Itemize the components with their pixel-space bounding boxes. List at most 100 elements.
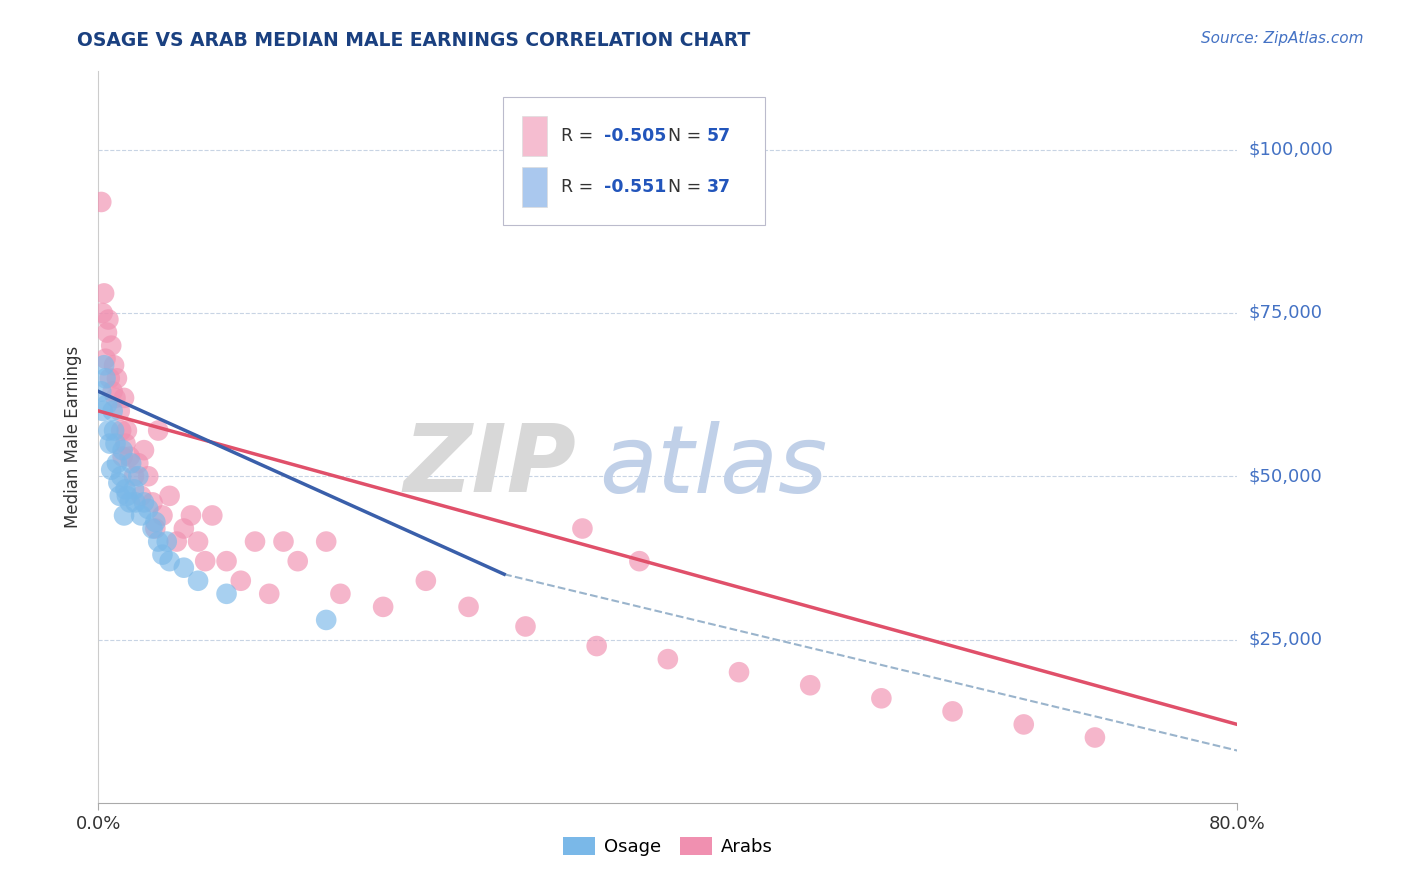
Point	[585, 639, 607, 653]
Point	[141, 495, 163, 509]
Text: R =: R =	[561, 127, 599, 145]
Point	[148, 424, 170, 438]
Point	[103, 424, 125, 438]
Point	[127, 456, 149, 470]
Point	[93, 286, 115, 301]
Point	[103, 358, 125, 372]
Point	[120, 456, 142, 470]
Point	[194, 554, 217, 568]
FancyBboxPatch shape	[503, 97, 765, 225]
Point	[173, 560, 195, 574]
Point	[180, 508, 202, 523]
Text: OSAGE VS ARAB MEDIAN MALE EARNINGS CORRELATION CHART: OSAGE VS ARAB MEDIAN MALE EARNINGS CORRE…	[77, 31, 751, 50]
Point	[112, 508, 135, 523]
Point	[98, 436, 121, 450]
Text: $75,000: $75,000	[1249, 304, 1323, 322]
Point	[127, 469, 149, 483]
Point	[415, 574, 437, 588]
Point	[515, 619, 537, 633]
Point	[1012, 717, 1035, 731]
Point	[122, 469, 145, 483]
Text: N =: N =	[668, 178, 707, 196]
Legend: Osage, Arabs: Osage, Arabs	[555, 830, 780, 863]
Point	[100, 463, 122, 477]
Point	[657, 652, 679, 666]
Point	[122, 483, 145, 497]
Point	[942, 705, 965, 719]
Point	[115, 489, 138, 503]
Point	[91, 306, 114, 320]
Point	[159, 489, 181, 503]
Point	[728, 665, 751, 680]
Point	[108, 489, 131, 503]
Point	[129, 489, 152, 503]
Point	[571, 521, 593, 535]
Point	[90, 384, 112, 399]
Point	[152, 508, 174, 523]
Point	[166, 534, 188, 549]
Point	[114, 483, 136, 497]
Point	[870, 691, 893, 706]
Point	[457, 599, 479, 614]
Point	[93, 358, 115, 372]
Point	[799, 678, 821, 692]
Point	[215, 554, 238, 568]
Point	[115, 424, 138, 438]
Point	[315, 613, 337, 627]
Text: -0.551: -0.551	[599, 178, 666, 196]
Point	[145, 521, 167, 535]
Point	[173, 521, 195, 535]
Point	[124, 495, 146, 509]
Text: N =: N =	[668, 127, 707, 145]
Text: $25,000: $25,000	[1249, 631, 1323, 648]
Point	[100, 338, 122, 352]
Text: $50,000: $50,000	[1249, 467, 1322, 485]
Point	[243, 534, 266, 549]
Point	[152, 548, 174, 562]
Point	[141, 521, 163, 535]
Point	[97, 312, 120, 326]
Text: 37: 37	[707, 178, 731, 196]
Point	[101, 404, 124, 418]
Text: R =: R =	[561, 178, 599, 196]
Point	[329, 587, 352, 601]
Point	[132, 443, 155, 458]
Point	[1084, 731, 1107, 745]
Point	[159, 554, 181, 568]
Point	[104, 436, 127, 450]
Point	[107, 475, 129, 490]
Point	[215, 587, 238, 601]
Point	[287, 554, 309, 568]
Point	[132, 495, 155, 509]
Text: $100,000: $100,000	[1249, 141, 1333, 159]
Text: atlas: atlas	[599, 421, 828, 512]
Point	[273, 534, 295, 549]
FancyBboxPatch shape	[522, 116, 547, 156]
Point	[104, 391, 127, 405]
Point	[96, 326, 118, 340]
Text: -0.505: -0.505	[599, 127, 666, 145]
Point	[112, 391, 135, 405]
Point	[97, 424, 120, 438]
Point	[110, 469, 132, 483]
Point	[145, 515, 167, 529]
Point	[105, 456, 128, 470]
Text: Source: ZipAtlas.com: Source: ZipAtlas.com	[1201, 31, 1364, 46]
Point	[114, 436, 136, 450]
FancyBboxPatch shape	[522, 167, 547, 207]
Point	[111, 443, 134, 458]
Point	[96, 397, 118, 411]
Point	[129, 508, 152, 523]
Point	[156, 534, 179, 549]
Point	[628, 554, 651, 568]
Text: 57: 57	[707, 127, 731, 145]
Y-axis label: Median Male Earnings: Median Male Earnings	[65, 346, 83, 528]
Point	[148, 534, 170, 549]
Point	[373, 599, 395, 614]
Point	[108, 404, 131, 418]
Point	[315, 534, 337, 549]
Point	[136, 469, 159, 483]
Point	[136, 502, 159, 516]
Point	[105, 371, 128, 385]
Point	[187, 534, 209, 549]
